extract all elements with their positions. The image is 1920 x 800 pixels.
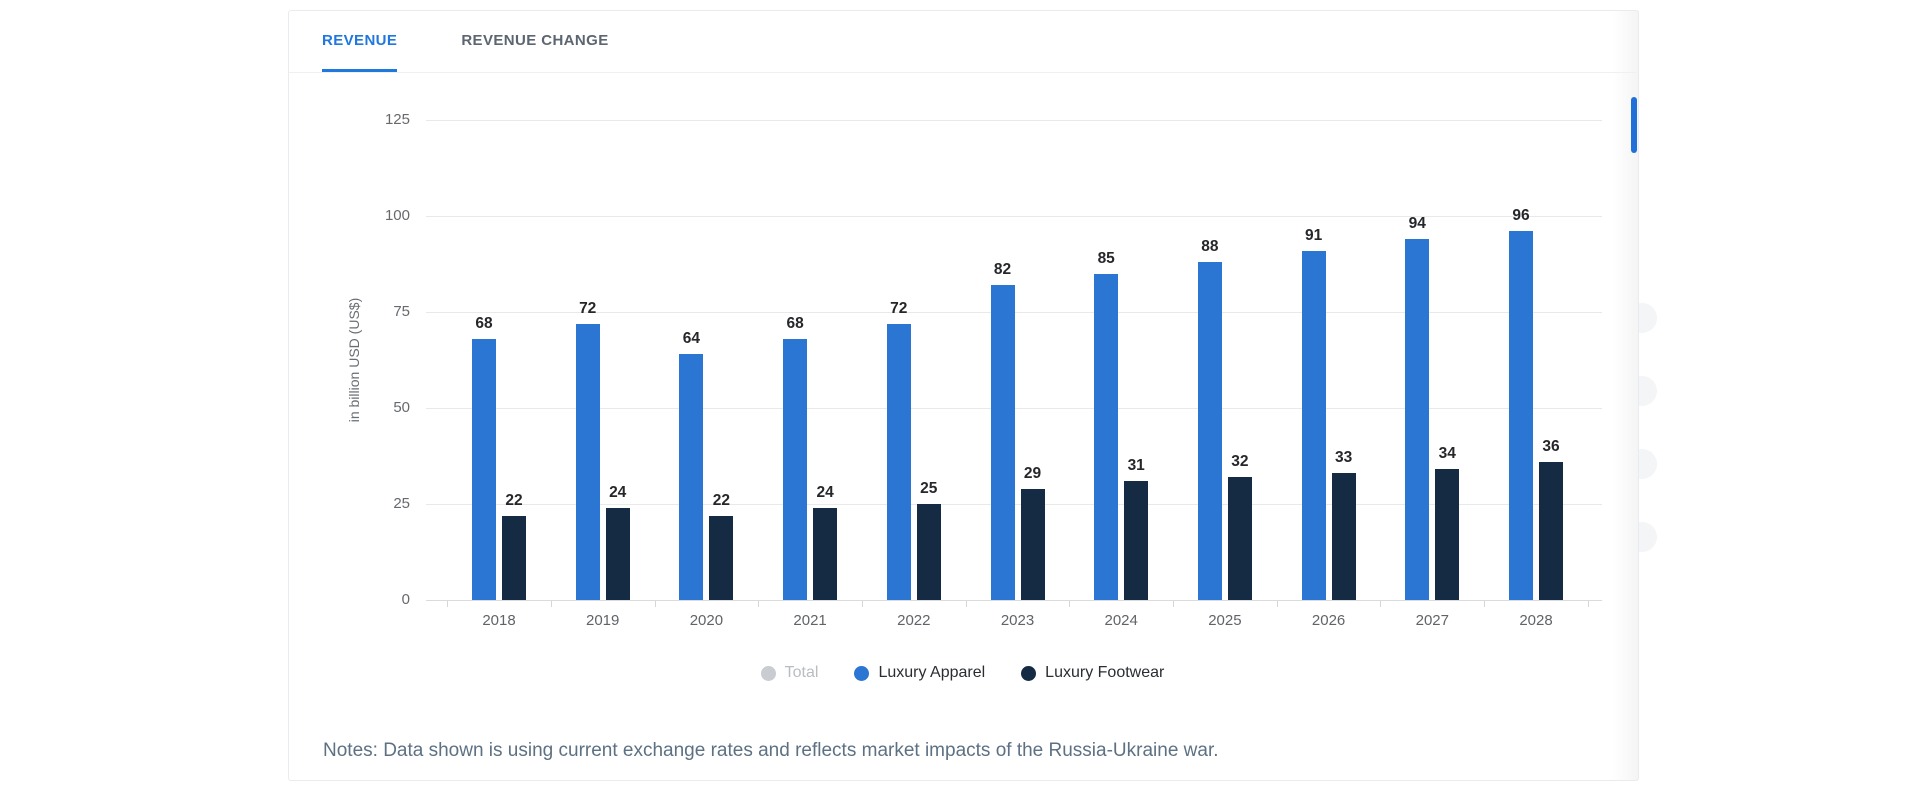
chart-legend: Total Luxury Apparel Luxury Footwear bbox=[288, 662, 1637, 684]
value-label-luxury-footwear-2024: 31 bbox=[1127, 456, 1145, 474]
legend-label-luxury-apparel: Luxury Apparel bbox=[878, 664, 986, 681]
legend-item-total[interactable]: Total bbox=[760, 664, 819, 682]
x-axis-tick bbox=[1380, 601, 1382, 607]
value-label-luxury-footwear-2025: 32 bbox=[1231, 453, 1249, 471]
y-axis-title: in billion USD (US$) bbox=[346, 297, 362, 423]
x-tick-label-2021: 2021 bbox=[793, 612, 827, 629]
bar-luxury-footwear-2018[interactable] bbox=[502, 515, 526, 600]
bar-luxury-footwear-2025[interactable] bbox=[1227, 477, 1252, 600]
bar-luxury-footwear-2026[interactable] bbox=[1331, 473, 1356, 600]
legend-item-luxury-apparel[interactable]: Luxury Apparel bbox=[854, 664, 985, 682]
gridline-125 bbox=[426, 120, 1602, 121]
bar-luxury-apparel-2020[interactable] bbox=[679, 354, 704, 600]
bar-luxury-apparel-2019[interactable] bbox=[575, 323, 600, 600]
y-tick-label-0: 0 bbox=[401, 591, 410, 608]
value-label-luxury-apparel-2027: 94 bbox=[1408, 215, 1426, 233]
x-axis-tick bbox=[965, 601, 967, 607]
gridline-0 bbox=[426, 600, 1602, 601]
y-tick-label-100: 100 bbox=[384, 207, 410, 224]
x-tick-label-2025: 2025 bbox=[1208, 612, 1242, 629]
value-label-luxury-footwear-2028: 36 bbox=[1542, 437, 1560, 455]
bar-luxury-footwear-2022[interactable] bbox=[916, 504, 941, 600]
legend-dot-luxury-apparel bbox=[854, 665, 870, 681]
value-label-luxury-apparel-2025: 88 bbox=[1201, 238, 1219, 256]
value-label-luxury-footwear-2026: 33 bbox=[1334, 449, 1353, 467]
tab-bar: REVENUE REVENUE CHANGE bbox=[289, 11, 1636, 73]
x-axis-tick bbox=[1587, 601, 1589, 607]
x-axis-tick bbox=[1484, 601, 1486, 607]
x-tick-label-2026: 2026 bbox=[1311, 612, 1346, 629]
bar-luxury-footwear-2024[interactable] bbox=[1124, 480, 1149, 600]
x-tick-label-2022: 2022 bbox=[897, 612, 931, 629]
value-label-luxury-footwear-2021: 24 bbox=[816, 483, 834, 501]
value-label-luxury-apparel-2020: 64 bbox=[682, 330, 701, 348]
x-axis-tick bbox=[654, 601, 656, 607]
legend-dot-total bbox=[760, 665, 776, 681]
bar-luxury-footwear-2023[interactable] bbox=[1020, 488, 1045, 600]
x-tick-label-2018: 2018 bbox=[482, 612, 516, 629]
tab-revenue[interactable]: REVENUE bbox=[322, 11, 398, 72]
value-label-luxury-apparel-2022: 72 bbox=[890, 299, 908, 317]
bar-luxury-apparel-2028[interactable] bbox=[1509, 231, 1533, 600]
value-label-luxury-footwear-2023: 29 bbox=[1023, 464, 1042, 482]
bar-luxury-apparel-2026[interactable] bbox=[1301, 250, 1326, 600]
bar-luxury-footwear-2019[interactable] bbox=[605, 507, 630, 600]
y-tick-label-50: 50 bbox=[393, 399, 410, 416]
value-label-luxury-footwear-2027: 34 bbox=[1438, 445, 1456, 463]
value-label-luxury-footwear-2020: 22 bbox=[712, 491, 731, 509]
value-label-luxury-apparel-2026: 91 bbox=[1304, 226, 1323, 244]
x-axis-tick bbox=[550, 601, 552, 607]
x-axis-tick bbox=[1069, 601, 1071, 607]
bar-luxury-footwear-2020[interactable] bbox=[709, 515, 734, 600]
y-tick-label-25: 25 bbox=[393, 495, 410, 512]
bar-luxury-apparel-2025[interactable] bbox=[1197, 262, 1222, 600]
bar-luxury-apparel-2023[interactable] bbox=[990, 285, 1015, 600]
value-label-luxury-footwear-2018: 22 bbox=[505, 491, 523, 509]
value-label-luxury-apparel-2021: 68 bbox=[786, 314, 804, 332]
bar-luxury-apparel-2024[interactable] bbox=[1094, 273, 1119, 600]
legend-label-total: Total bbox=[784, 664, 819, 681]
y-tick-label-75: 75 bbox=[393, 303, 410, 320]
bar-luxury-apparel-2018[interactable] bbox=[472, 338, 496, 600]
y-tick-label-125: 125 bbox=[384, 111, 410, 128]
bar-luxury-footwear-2027[interactable] bbox=[1435, 469, 1460, 600]
legend-item-luxury-footwear[interactable]: Luxury Footwear bbox=[1021, 664, 1164, 682]
x-axis-tick bbox=[758, 601, 760, 607]
x-axis-tick bbox=[447, 601, 449, 607]
x-tick-label-2024: 2024 bbox=[1104, 612, 1138, 629]
x-axis-tick bbox=[861, 601, 863, 607]
value-label-luxury-apparel-2019: 72 bbox=[579, 299, 597, 317]
x-tick-label-2023: 2023 bbox=[1000, 612, 1035, 629]
x-tick-label-2028: 2028 bbox=[1519, 612, 1553, 629]
bar-luxury-footwear-2028[interactable] bbox=[1539, 461, 1563, 600]
tab-revenue-change[interactable]: REVENUE CHANGE bbox=[461, 31, 609, 49]
x-tick-label-2019: 2019 bbox=[586, 612, 620, 629]
x-axis-tick bbox=[1173, 601, 1175, 607]
value-label-luxury-apparel-2028: 96 bbox=[1512, 207, 1530, 225]
bar-luxury-footwear-2021[interactable] bbox=[813, 507, 838, 600]
x-tick-label-2020: 2020 bbox=[689, 612, 724, 629]
bar-luxury-apparel-2022[interactable] bbox=[886, 323, 911, 600]
bar-luxury-apparel-2021[interactable] bbox=[783, 338, 808, 600]
legend-dot-luxury-footwear bbox=[1021, 665, 1037, 681]
value-label-luxury-footwear-2022: 25 bbox=[920, 480, 938, 497]
gridline-100 bbox=[426, 216, 1602, 217]
legend-label-luxury-footwear: Luxury Footwear bbox=[1045, 664, 1165, 681]
x-tick-label-2027: 2027 bbox=[1415, 612, 1449, 629]
value-label-luxury-footwear-2019: 24 bbox=[609, 483, 627, 501]
right-edge-partial-button[interactable] bbox=[1631, 97, 1637, 153]
value-label-luxury-apparel-2023: 82 bbox=[993, 261, 1012, 279]
notes-text: Notes: Data shown is using current excha… bbox=[323, 740, 1219, 761]
bar-luxury-apparel-2027[interactable] bbox=[1405, 239, 1430, 600]
value-label-luxury-apparel-2018: 68 bbox=[475, 314, 493, 332]
value-label-luxury-apparel-2024: 85 bbox=[1097, 249, 1115, 267]
x-axis-tick bbox=[1276, 601, 1278, 607]
